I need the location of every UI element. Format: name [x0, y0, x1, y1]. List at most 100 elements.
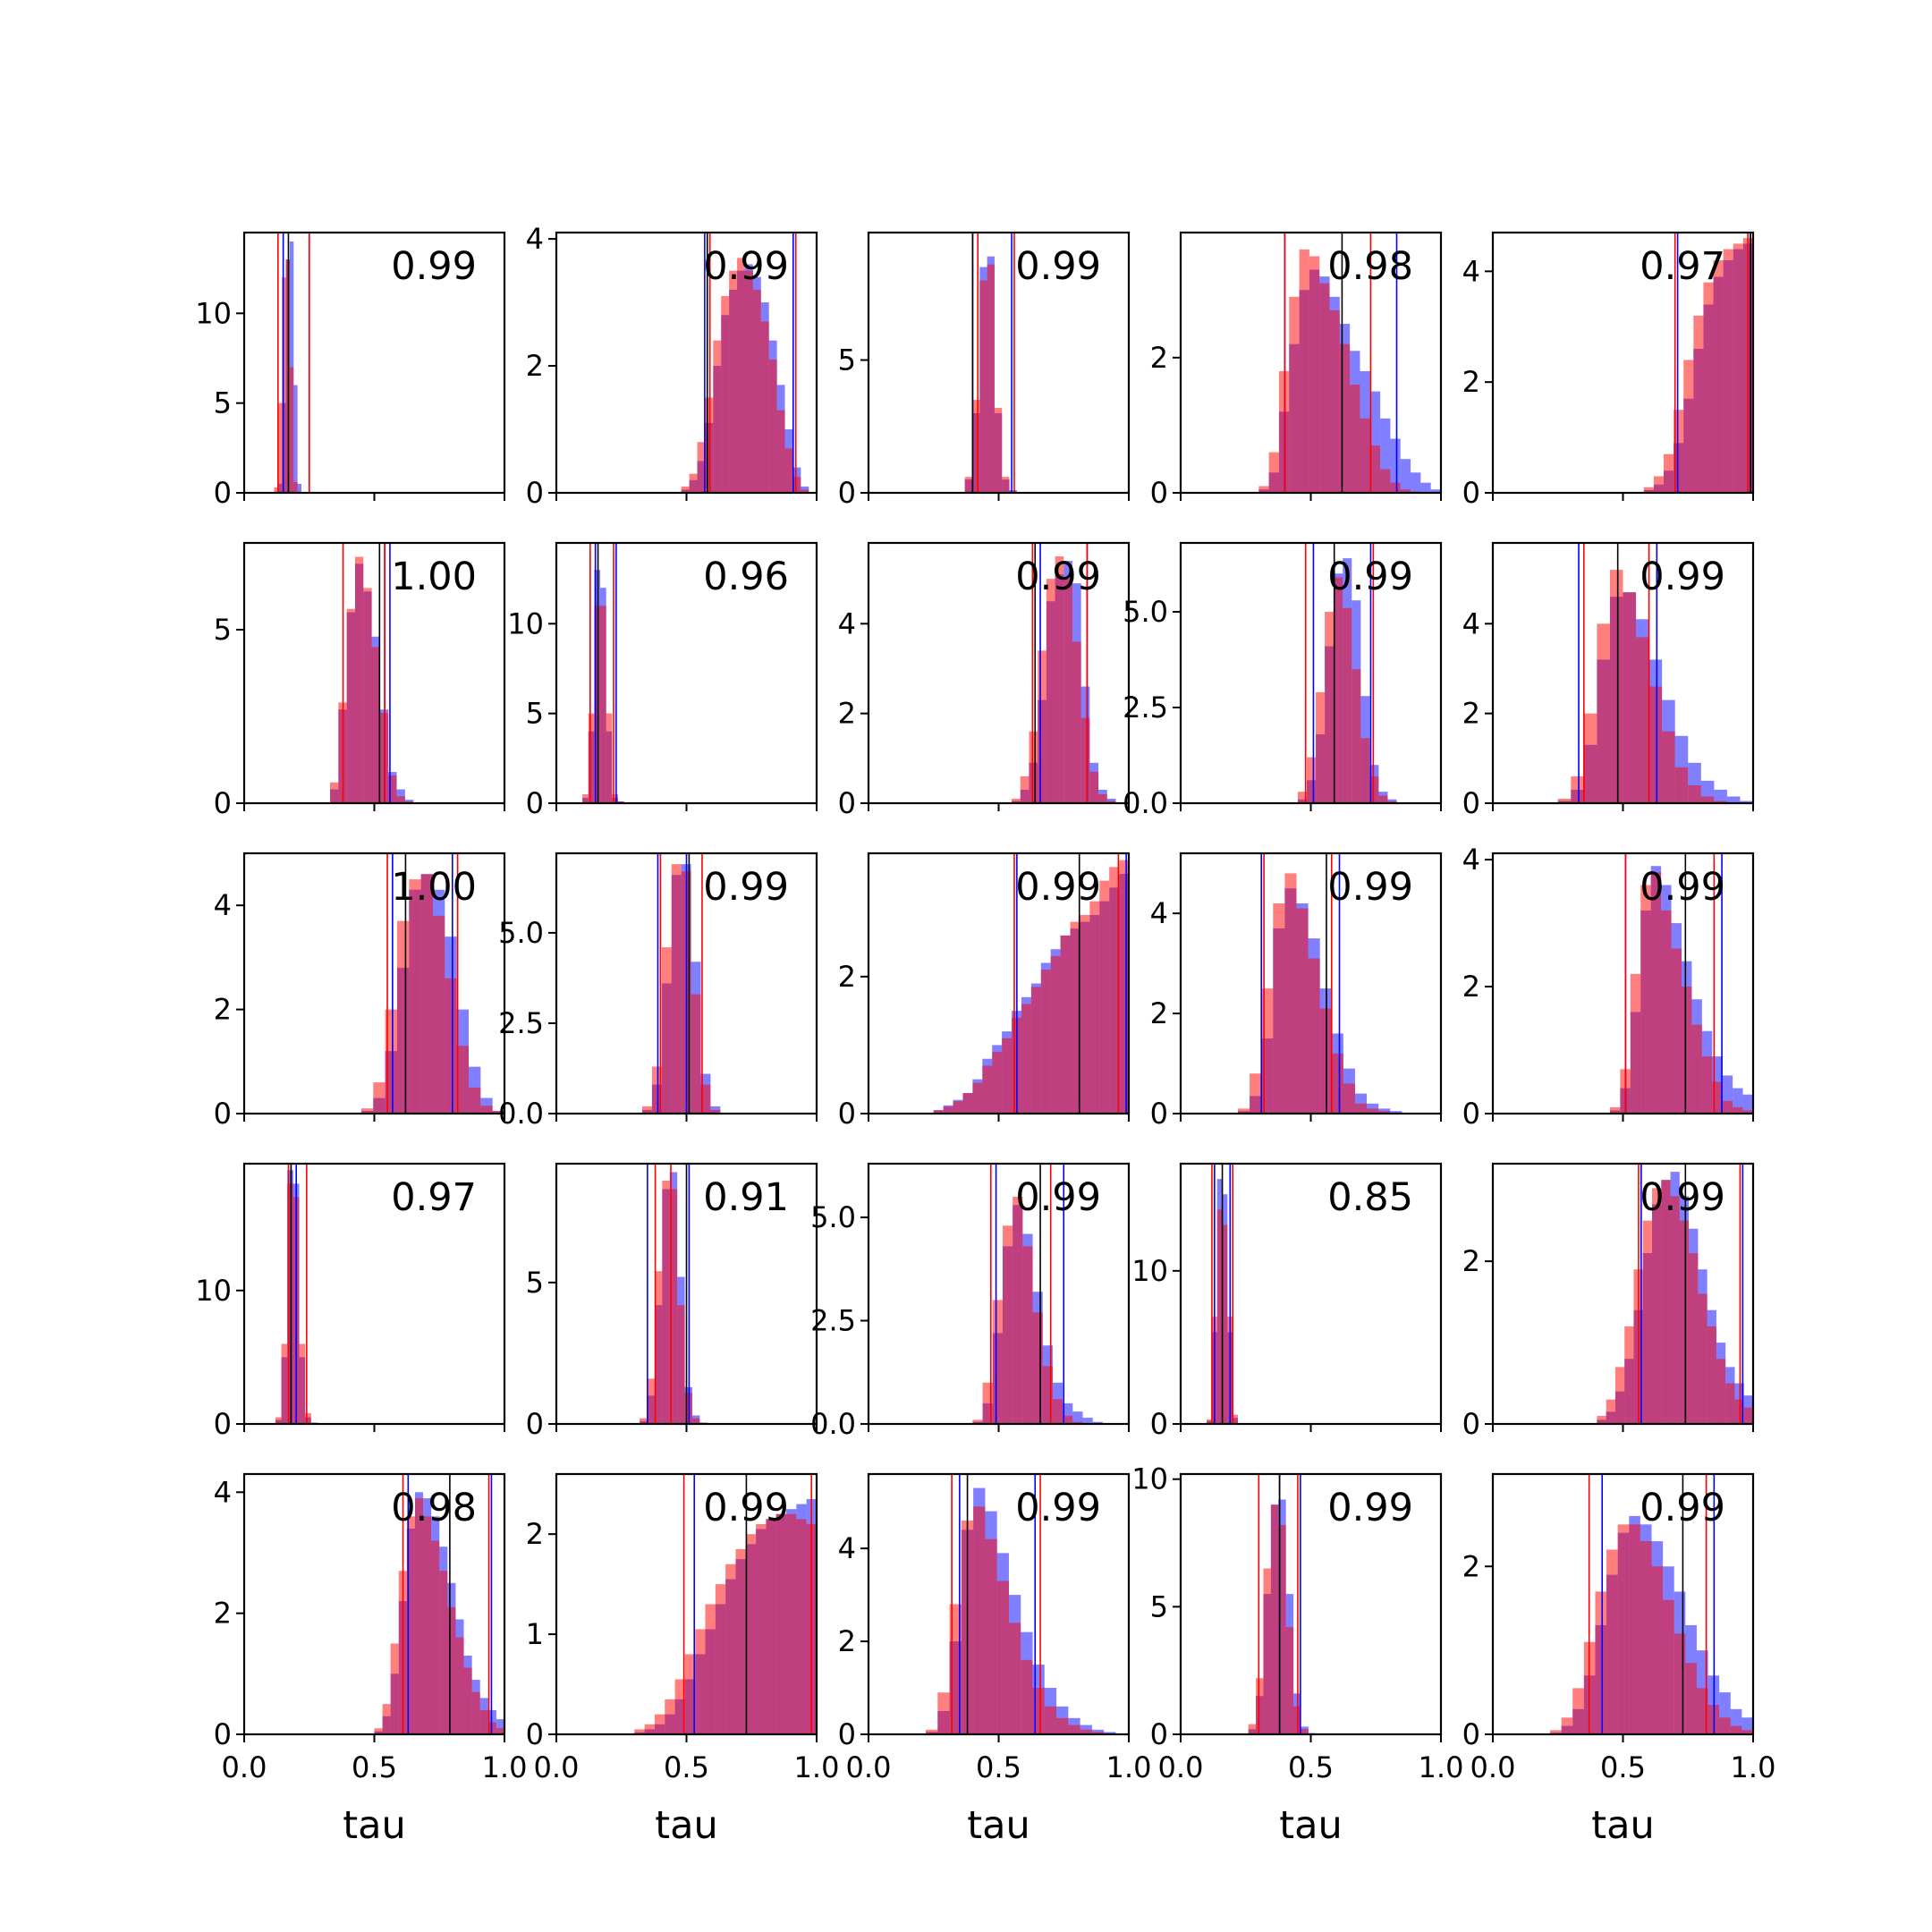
- panel-1-5: 0 2 4 0.97: [1462, 231, 1755, 510]
- red-histogram-bar: [1222, 1224, 1228, 1424]
- red-histogram-bar: [1380, 469, 1391, 493]
- panel-4-4: 0 10 0.85: [1131, 1162, 1443, 1441]
- red-histogram-bar: [786, 1513, 797, 1734]
- red-histogram-bar: [1284, 873, 1297, 1114]
- red-histogram-bar: [1630, 973, 1641, 1114]
- y-tick-label: 0: [1462, 1407, 1480, 1441]
- y-tick-label: 2: [838, 697, 856, 731]
- red-histogram-bar: [1325, 612, 1335, 803]
- red-histogram-bar: [745, 1534, 757, 1734]
- red-histogram-bar: [992, 1300, 1003, 1424]
- red-histogram-bar: [1609, 1106, 1621, 1114]
- red-histogram-bar: [992, 1052, 1003, 1114]
- panel-5-5: 0 2 0.0 0.5 1.0 tau 0.99: [1462, 1472, 1775, 1848]
- panel-value-label: 0.99: [1015, 244, 1101, 289]
- red-histogram-bar: [363, 588, 372, 803]
- red-histogram-bar: [1716, 1359, 1726, 1424]
- y-tick-label: 0: [838, 1097, 856, 1131]
- red-histogram-bar: [1691, 1024, 1702, 1114]
- red-histogram-bar: [1367, 1108, 1379, 1114]
- y-tick-label: 0: [1462, 1717, 1480, 1751]
- y-tick-label: 2: [1462, 1549, 1480, 1583]
- red-histogram-bar: [1258, 486, 1269, 493]
- y-tick-label: 0: [1150, 1097, 1168, 1131]
- y-tick-label: 0: [838, 476, 856, 510]
- red-histogram-bar: [1400, 489, 1411, 493]
- panel-value-label: 0.97: [391, 1175, 477, 1220]
- blue-histogram-bar: [1104, 1732, 1116, 1734]
- red-histogram-bar: [1674, 410, 1684, 493]
- panel-value-label: 0.91: [703, 1175, 789, 1220]
- red-histogram-bar: [431, 1540, 440, 1734]
- y-tick-label: 5: [526, 1266, 544, 1300]
- panel-plot-area: [1238, 853, 1402, 1114]
- red-histogram-bar: [468, 1087, 481, 1114]
- red-histogram-bar: [1329, 309, 1340, 493]
- red-histogram-bar: [1606, 1549, 1618, 1734]
- red-histogram-bar: [1278, 370, 1290, 493]
- panel-value-label: 0.99: [703, 865, 789, 910]
- red-histogram-bar: [1733, 1106, 1743, 1114]
- blue-histogram-bar: [1072, 1411, 1083, 1424]
- red-histogram-bar: [1055, 556, 1064, 803]
- red-histogram-bar: [1390, 482, 1401, 493]
- x-tick-label: 1.0: [1419, 1750, 1464, 1784]
- red-histogram-bar: [1648, 686, 1663, 803]
- panel-value-label: 0.99: [1015, 1175, 1101, 1220]
- red-histogram-bar: [1070, 921, 1080, 1114]
- panel-value-label: 0.99: [703, 1486, 789, 1530]
- red-histogram-bar: [713, 340, 722, 493]
- red-histogram-bar: [456, 1046, 469, 1114]
- red-histogram-bar: [700, 1084, 711, 1114]
- red-histogram-bar: [1289, 296, 1300, 493]
- y-tick-label: 0.0: [1123, 786, 1168, 820]
- y-tick-label: 2.5: [1123, 691, 1168, 724]
- red-histogram-bar: [1248, 1724, 1257, 1734]
- red-histogram-bar: [1617, 1524, 1630, 1734]
- y-tick-label: 4: [214, 1475, 232, 1509]
- y-tick-label: 10: [507, 606, 544, 640]
- x-tick-label: 0.0: [222, 1750, 267, 1784]
- red-histogram-bar: [374, 1728, 383, 1734]
- red-histogram-bar: [1650, 872, 1662, 1114]
- red-histogram-bar: [480, 1106, 493, 1114]
- red-histogram-bar: [1099, 880, 1110, 1114]
- red-histogram-bar: [1354, 1103, 1368, 1114]
- red-histogram-bar: [305, 1413, 311, 1424]
- x-axis-label: tau: [967, 1803, 1030, 1848]
- red-histogram-bar: [1343, 1083, 1355, 1114]
- panel-plot-area: [1609, 853, 1753, 1114]
- red-histogram-bar: [463, 1667, 472, 1734]
- panel-5-4: 0 5 10 0.0 0.5 1.0 tau 0.99: [1131, 1462, 1463, 1848]
- red-histogram-bar: [1652, 1188, 1662, 1424]
- y-tick-label: 0: [214, 1717, 232, 1751]
- panel-5-3: 0 2 4 0.0 0.5 1.0 tau 0.99: [838, 1472, 1151, 1848]
- red-histogram-bar: [1719, 1717, 1731, 1734]
- red-histogram-bar: [1369, 445, 1381, 493]
- panel-2-1: 051.00: [214, 541, 506, 820]
- red-histogram-bar: [606, 713, 613, 803]
- panel-3-5: 0 2 4 0.99: [1462, 843, 1755, 1131]
- y-tick-label: 5.0: [810, 1200, 856, 1234]
- red-histogram-bar: [1261, 988, 1274, 1114]
- blue-histogram-bar: [1092, 1421, 1103, 1424]
- x-axis-label: tau: [655, 1803, 717, 1848]
- panel-value-label: 0.99: [1640, 1175, 1725, 1220]
- red-histogram-bar: [299, 1343, 306, 1424]
- red-histogram-bar: [973, 1506, 986, 1734]
- red-histogram-bar: [1595, 1591, 1607, 1734]
- panel-value-label: 0.99: [1327, 865, 1413, 910]
- red-histogram-bar: [354, 556, 364, 803]
- red-histogram-bar: [801, 489, 809, 493]
- red-histogram-bar: [1681, 987, 1692, 1114]
- panel-4-2: 050.91: [526, 1162, 818, 1441]
- red-histogram-bar: [1052, 1399, 1063, 1424]
- y-tick-label: 2.5: [810, 1304, 856, 1338]
- panel-2-3: 0 2 4 0.99: [838, 541, 1131, 820]
- panel-3-1: 0 2 4 1.00: [214, 852, 506, 1131]
- red-histogram-bar: [432, 915, 445, 1114]
- y-tick-label: 5: [526, 697, 544, 731]
- red-histogram-bar: [729, 270, 738, 493]
- red-histogram-bar: [360, 1108, 374, 1114]
